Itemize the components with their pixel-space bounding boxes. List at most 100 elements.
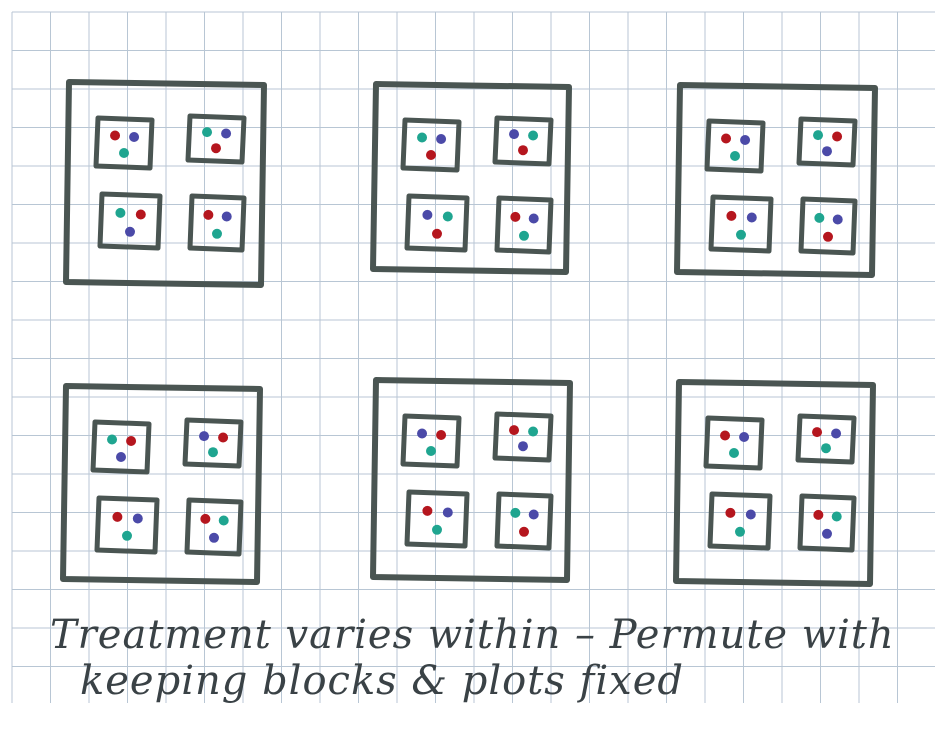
block-outline — [60, 383, 263, 585]
treatment-dot-blue — [822, 528, 832, 539]
treatment-dot-teal — [432, 524, 442, 535]
treatment-dot-red — [812, 427, 823, 438]
treatment-dot-red — [200, 513, 211, 524]
plot — [404, 489, 470, 549]
plot-outline — [796, 116, 858, 168]
treatment-dot-teal — [730, 151, 740, 161]
caption-line-2: keeping blocks & plots fixed — [80, 658, 684, 704]
treatment-dot-red — [832, 131, 843, 142]
block-outline — [673, 379, 876, 587]
plot — [184, 497, 244, 557]
treatment-dot-blue — [746, 212, 757, 223]
treatment-dot-blue — [528, 509, 539, 520]
plot-outline — [185, 113, 247, 165]
treatment-dot-teal — [115, 207, 126, 218]
treatment-dot-teal — [218, 515, 229, 526]
treatment-dot-blue — [831, 428, 842, 439]
permutation-panels — [60, 79, 878, 587]
plot — [796, 116, 858, 168]
plot — [90, 419, 152, 475]
treatment-dot-teal — [417, 132, 428, 143]
treatment-dot-red — [720, 430, 731, 441]
treatment-dot-teal — [442, 211, 453, 222]
plot-outline — [97, 191, 163, 251]
plot — [93, 115, 155, 171]
treatment-dot-teal — [735, 526, 745, 537]
treatment-dot-red — [813, 509, 824, 520]
treatment-dot-blue — [822, 146, 832, 157]
treatment-dot-teal — [122, 530, 132, 541]
plot-outline — [798, 196, 858, 256]
plot — [94, 495, 160, 555]
treatment-dot-red — [519, 526, 529, 537]
caption: Treatment varies within – Permute with k… — [40, 612, 920, 704]
treatment-dot-red — [211, 143, 221, 154]
plot-outline — [494, 195, 554, 255]
plot-outline — [795, 413, 857, 465]
plot-outline — [90, 419, 152, 475]
plot — [97, 191, 163, 251]
treatment-dot-blue — [209, 532, 219, 543]
block-panel — [63, 79, 267, 288]
treatment-dot-red — [823, 231, 833, 242]
plot — [494, 491, 554, 551]
treatment-dot-teal — [821, 443, 831, 454]
treatment-dot-teal — [510, 507, 521, 518]
treatment-dot-red — [726, 210, 737, 221]
treatment-dot-red — [721, 133, 732, 144]
treatment-dot-red — [110, 130, 121, 141]
treatment-dot-red — [432, 228, 442, 239]
treatment-dot-blue — [422, 209, 433, 220]
plot — [404, 193, 470, 253]
plot — [795, 413, 857, 465]
treatment-dot-teal — [831, 511, 842, 522]
plot — [707, 491, 773, 551]
treatment-dot-teal — [212, 228, 222, 239]
treatment-dot-red — [218, 432, 229, 443]
plot-outline — [703, 415, 765, 471]
treatment-dot-blue — [221, 211, 232, 222]
treatment-dot-teal — [107, 434, 118, 445]
plot — [494, 195, 554, 255]
treatment-dot-teal — [426, 446, 436, 456]
caption-line-1: Treatment varies within – Permute with — [50, 612, 895, 658]
block-panel — [370, 377, 573, 583]
treatment-dot-blue — [509, 129, 520, 140]
treatment-dot-red — [112, 511, 123, 522]
treatment-dot-blue — [221, 128, 232, 139]
plot — [797, 493, 857, 553]
block-panel — [673, 379, 876, 587]
treatment-dot-red — [126, 436, 137, 446]
treatment-dot-blue — [132, 513, 143, 524]
treatment-dot-blue — [518, 441, 528, 452]
treatment-dot-teal — [729, 448, 739, 458]
plot — [400, 413, 462, 469]
plot — [182, 417, 244, 469]
treatment-dot-blue — [740, 135, 751, 145]
treatment-dot-red — [518, 145, 528, 156]
treatment-dot-blue — [442, 507, 453, 518]
treatment-dot-red — [725, 507, 736, 518]
treatment-dot-red — [422, 505, 433, 516]
plot-outline — [404, 193, 470, 253]
treatment-dot-blue — [832, 214, 843, 225]
treatment-dot-blue — [745, 509, 756, 520]
block-outline — [370, 377, 573, 583]
plot-outline — [184, 497, 244, 557]
treatment-dot-blue — [199, 431, 210, 442]
plot-outline — [707, 491, 773, 551]
plot — [492, 411, 554, 463]
plot-outline — [797, 493, 857, 553]
treatment-dot-teal — [813, 130, 824, 141]
block-panel — [60, 383, 263, 585]
block-outline — [674, 82, 878, 278]
treatment-dot-red — [426, 150, 436, 160]
treatment-dot-teal — [528, 426, 539, 437]
plot — [185, 113, 247, 165]
treatment-dot-blue — [125, 226, 135, 237]
block-panel — [370, 81, 572, 275]
treatment-dot-teal — [519, 230, 529, 241]
plot-outline — [492, 115, 554, 167]
block-panel — [674, 82, 878, 278]
plot — [492, 115, 554, 167]
